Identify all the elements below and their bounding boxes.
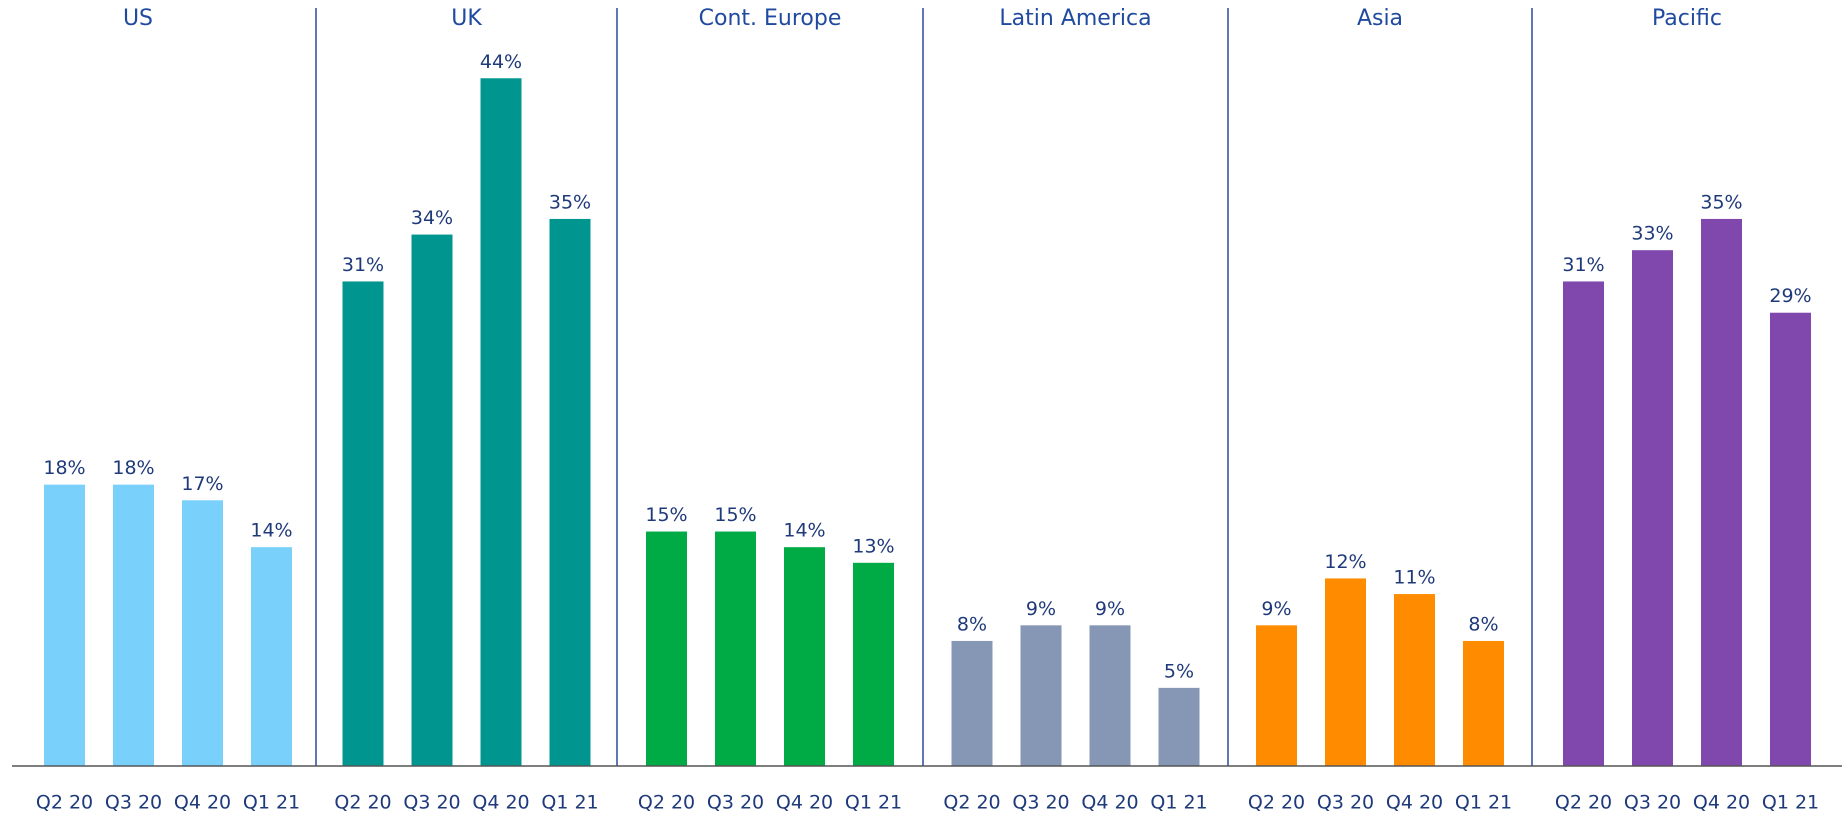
value-label: 15%	[714, 504, 756, 526]
value-label: 31%	[342, 254, 384, 276]
bar	[1020, 625, 1062, 766]
x-tick-label: Q1 21	[845, 792, 902, 814]
value-label: 44%	[480, 51, 522, 73]
bar	[549, 218, 591, 766]
x-tick-label: Q3 20	[1317, 792, 1374, 814]
x-tick-label: Q3 20	[707, 792, 764, 814]
bar	[715, 531, 756, 766]
value-label: 18%	[43, 457, 85, 479]
x-tick-label: Q3 20	[1624, 792, 1681, 814]
bar	[411, 234, 453, 767]
x-tick-label: Q3 20	[403, 792, 460, 814]
value-label: 33%	[1631, 223, 1673, 245]
value-label: 5%	[1164, 660, 1194, 682]
x-tick-label: Q3 20	[1012, 792, 1069, 814]
x-tick-label: Q4 20	[776, 792, 833, 814]
value-label: 18%	[112, 457, 154, 479]
panel-title: Cont. Europe	[699, 6, 842, 31]
value-label: 14%	[250, 520, 292, 542]
value-label: 35%	[1700, 191, 1742, 213]
bar	[1394, 594, 1435, 766]
x-tick-label: Q1 21	[1762, 792, 1819, 814]
bar	[784, 547, 825, 766]
value-label: 29%	[1769, 285, 1811, 307]
panel-title: Asia	[1357, 6, 1403, 31]
value-label: 9%	[1095, 598, 1125, 620]
value-label: 9%	[1026, 598, 1056, 620]
value-label: 35%	[549, 191, 591, 213]
x-tick-label: Q4 20	[1081, 792, 1138, 814]
x-tick-label: Q4 20	[472, 792, 529, 814]
value-label: 14%	[783, 520, 825, 542]
value-label: 11%	[1393, 567, 1435, 589]
value-label: 12%	[1324, 551, 1366, 573]
bar	[1158, 687, 1200, 766]
x-tick-label: Q2 20	[1248, 792, 1305, 814]
bar	[1563, 281, 1604, 766]
value-label: 17%	[181, 473, 223, 495]
x-tick-label: Q2 20	[943, 792, 1000, 814]
x-tick-label: Q4 20	[1386, 792, 1443, 814]
x-tick-label: Q4 20	[1693, 792, 1750, 814]
value-label: 8%	[1468, 613, 1498, 635]
x-tick-label: Q2 20	[1555, 792, 1612, 814]
bar	[951, 640, 993, 766]
bar	[182, 500, 223, 766]
value-label: 8%	[957, 613, 987, 635]
x-tick-label: Q3 20	[105, 792, 162, 814]
bar	[113, 484, 154, 766]
bar	[853, 562, 894, 766]
bar	[1770, 312, 1811, 766]
bar	[1463, 640, 1504, 766]
bar	[646, 531, 687, 766]
x-tick-label: Q2 20	[638, 792, 695, 814]
x-tick-label: Q1 21	[541, 792, 598, 814]
x-tick-label: Q1 21	[1455, 792, 1512, 814]
x-tick-label: Q2 20	[334, 792, 391, 814]
bar	[44, 484, 85, 766]
x-tick-label: Q2 20	[36, 792, 93, 814]
value-label: 34%	[411, 207, 453, 229]
x-tick-label: Q4 20	[174, 792, 231, 814]
value-label: 9%	[1261, 598, 1291, 620]
panel-title: US	[123, 6, 153, 31]
x-tick-label: Q1 21	[243, 792, 300, 814]
value-label: 15%	[645, 504, 687, 526]
bar	[1632, 250, 1673, 766]
value-label: 13%	[852, 535, 894, 557]
bar	[1089, 625, 1131, 766]
x-tick-label: Q1 21	[1150, 792, 1207, 814]
bar	[1701, 218, 1742, 766]
bar	[1256, 625, 1297, 766]
panel-title: Latin America	[999, 6, 1151, 31]
value-label: 31%	[1562, 254, 1604, 276]
bar	[1325, 578, 1366, 766]
panel-title: UK	[451, 6, 482, 31]
bar	[342, 281, 384, 766]
bar	[480, 78, 522, 767]
panel-title: Pacific	[1652, 6, 1722, 31]
bar	[251, 547, 292, 766]
